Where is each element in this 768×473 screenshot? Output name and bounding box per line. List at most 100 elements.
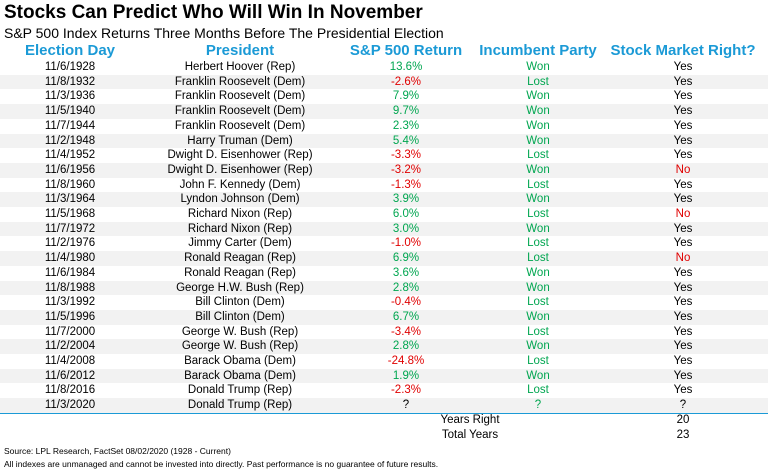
incumbent-party: Won bbox=[526, 266, 550, 279]
incumbent-party: Lost bbox=[527, 75, 549, 88]
return: -3.4% bbox=[390, 325, 422, 338]
president: Harry Truman (Dem) bbox=[187, 134, 293, 147]
incumbent-party: Lost bbox=[527, 178, 549, 191]
president: Jimmy Carter (Dem) bbox=[188, 237, 292, 250]
president: Ronald Reagan (Rep) bbox=[184, 252, 296, 265]
table-row: 11/8/1988 George H.W. Bush (Rep) 2.8% Won Ye… bbox=[0, 280, 768, 296]
incumbent-party: Lost bbox=[527, 355, 549, 367]
market-right: Yes bbox=[673, 281, 693, 294]
president: Franklin Roosevelt (Dem) bbox=[174, 105, 306, 118]
table-row: 11/3/1992 Bill Clinton (Dem) -0.4% Lost Yes bbox=[0, 295, 768, 310]
incumbent-party: Won bbox=[526, 193, 550, 206]
return: -2.6% bbox=[390, 75, 422, 88]
election-day: 11/3/1992 bbox=[44, 296, 96, 309]
market-right: Yes bbox=[673, 149, 693, 162]
table-row: 11/8/1960 John F. Kennedy (Dem) -1.3% Lost Y… bbox=[0, 178, 768, 193]
return: 3.6% bbox=[392, 266, 420, 279]
table-row: 11/6/1956 Dwight D. Eisenhower (Rep) -3.2%… bbox=[0, 162, 768, 178]
return: ? bbox=[402, 399, 410, 412]
president: Richard Nixon (Rep) bbox=[187, 222, 293, 235]
market-right: ? bbox=[679, 399, 687, 412]
incumbent-party: Lost bbox=[527, 149, 549, 162]
return: -3.2% bbox=[390, 163, 422, 176]
table-row: 11/4/1952 Dwight D. Eisenhower (Rep) -3.3%… bbox=[0, 148, 768, 163]
president: Richard Nixon (Rep) bbox=[187, 208, 293, 220]
market-right: Yes bbox=[673, 237, 693, 250]
summary-value: 23 bbox=[676, 428, 690, 441]
election-day: 11/2/2004 bbox=[44, 340, 96, 353]
summary-label: Years Right bbox=[440, 414, 500, 426]
election-day: 11/5/1968 bbox=[44, 208, 96, 220]
disclaimer: All indexes are unmanaged and cannot be … bbox=[4, 459, 439, 469]
table-row: 11/2/1976 Jimmy Carter (Dem) -1.0% Lost Yes bbox=[0, 236, 768, 251]
market-right: Yes bbox=[673, 355, 693, 367]
return: 1.9% bbox=[392, 369, 420, 382]
return: -24.8% bbox=[387, 355, 425, 367]
president: Barack Obama (Dem) bbox=[184, 369, 296, 382]
table-row: 11/8/1932 Franklin Roosevelt (Dem) -2.6% Lo… bbox=[0, 74, 768, 90]
incumbent-party: Won bbox=[526, 281, 550, 294]
president: Franklin Roosevelt (Dem) bbox=[174, 119, 306, 132]
market-right: Yes bbox=[673, 222, 693, 235]
election-day: 11/2/1948 bbox=[44, 134, 96, 147]
president: Herbert Hoover (Rep) bbox=[184, 61, 296, 73]
market-right: Yes bbox=[673, 266, 693, 279]
market-right: Yes bbox=[673, 178, 693, 191]
president: Franklin Roosevelt (Dem) bbox=[174, 90, 306, 103]
column-header: Election Day bbox=[24, 42, 116, 59]
incumbent-party: Lost bbox=[527, 237, 549, 250]
incumbent-party: Lost bbox=[527, 208, 549, 220]
election-day: 11/7/1944 bbox=[44, 119, 96, 132]
return: 6.0% bbox=[392, 208, 420, 220]
table-row: 11/2/2004 George W. Bush (Rep) 2.8% Won Yes bbox=[0, 339, 768, 354]
market-right: Yes bbox=[673, 105, 693, 118]
market-right: Yes bbox=[673, 384, 693, 397]
incumbent-party: Won bbox=[526, 163, 550, 176]
president: Bill Clinton (Dem) bbox=[195, 296, 285, 309]
table-row: 11/5/1996 Bill Clinton (Dem) 6.7% Won Yes bbox=[0, 309, 768, 325]
incumbent-party: Won bbox=[526, 340, 550, 353]
table-row: 11/6/1984 Ronald Reagan (Rep) 3.6% Won Yes bbox=[0, 266, 768, 281]
election-day: 11/2/1976 bbox=[44, 237, 96, 250]
summary-label: Total Years bbox=[441, 428, 499, 441]
incumbent-party: Won bbox=[526, 222, 550, 235]
market-right: Yes bbox=[673, 340, 693, 353]
president: Ronald Reagan (Rep) bbox=[184, 266, 296, 279]
incumbent-party: Won bbox=[526, 310, 550, 323]
return: 6.7% bbox=[392, 310, 420, 323]
table-row: 11/4/2008 Barack Obama (Dem) -24.8% Lost Yes bbox=[0, 354, 768, 369]
table-row: 11/3/1936 Franklin Roosevelt (Dem) 7.9% Won… bbox=[0, 89, 768, 104]
market-right: Yes bbox=[673, 310, 693, 323]
return: 2.8% bbox=[392, 340, 420, 353]
election-day: 11/4/1952 bbox=[44, 149, 96, 162]
table-row: 11/6/1928 Herbert Hoover (Rep) 13.6% Won Yes bbox=[0, 60, 768, 75]
return: 13.6% bbox=[389, 61, 423, 73]
table-row: 11/4/1980 Ronald Reagan (Rep) 6.9% Lost No bbox=[0, 251, 768, 266]
market-right: No bbox=[675, 208, 691, 220]
incumbent-party: Lost bbox=[527, 296, 549, 309]
election-day: 11/3/2020 bbox=[44, 399, 96, 412]
president: Bill Clinton (Dem) bbox=[195, 310, 285, 323]
incumbent-party: ? bbox=[534, 399, 542, 412]
market-right: Yes bbox=[673, 325, 693, 338]
column-header: Stock Market Right? bbox=[610, 42, 756, 59]
return: 3.0% bbox=[392, 222, 420, 235]
market-right: Yes bbox=[673, 369, 693, 382]
election-day: 11/8/2016 bbox=[44, 384, 96, 397]
incumbent-party: Lost bbox=[527, 325, 549, 338]
market-right: Yes bbox=[673, 90, 693, 103]
incumbent-party: Won bbox=[526, 369, 550, 382]
return: 2.8% bbox=[392, 281, 420, 294]
election-day: 11/8/1960 bbox=[44, 178, 96, 191]
return: 6.9% bbox=[392, 252, 420, 265]
divider bbox=[0, 413, 768, 414]
election-day: 11/7/2000 bbox=[44, 325, 96, 338]
table-row: 11/6/2012 Barack Obama (Dem) 1.9% Won Yes bbox=[0, 368, 768, 384]
incumbent-party: Won bbox=[526, 61, 550, 73]
column-header: S&P 500 Return bbox=[349, 42, 463, 59]
market-right: Yes bbox=[673, 119, 693, 132]
table-row: 11/7/1944 Franklin Roosevelt (Dem) 2.3% Won… bbox=[0, 119, 768, 134]
president: Franklin Roosevelt (Dem) bbox=[174, 75, 306, 88]
source: Source: LPL Research, FactSet 08/02/2020… bbox=[4, 446, 231, 456]
election-day: 11/8/1932 bbox=[44, 75, 96, 88]
